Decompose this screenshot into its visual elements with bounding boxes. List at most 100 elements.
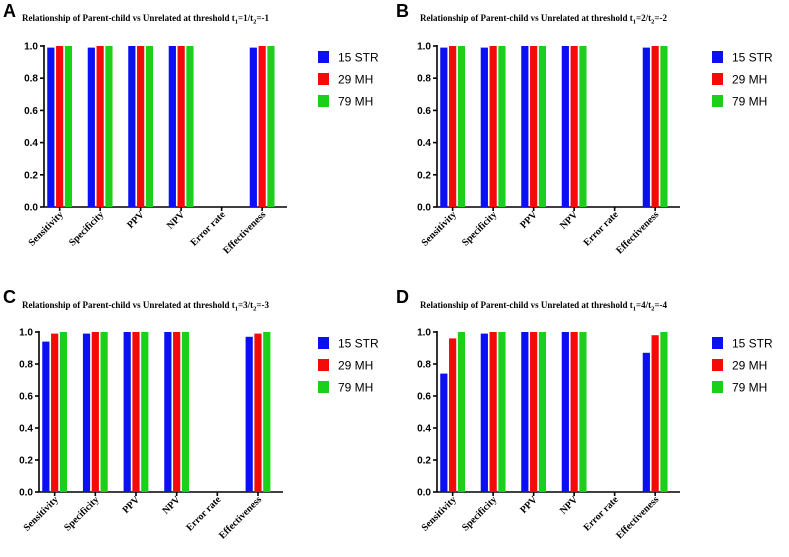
x-tick-label: NPV [165, 209, 188, 232]
legend-label: 79 MH [338, 381, 373, 395]
bar-sensitivity-2 [64, 46, 73, 207]
bar-npv-2 [181, 332, 190, 492]
bar-effectiveness-2 [267, 46, 275, 207]
bar-ppv-1 [530, 332, 538, 492]
bar-sensitivity-0 [440, 373, 448, 492]
legend-swatch [318, 73, 329, 85]
bar-sensitivity-0 [42, 341, 50, 492]
legend-swatch [712, 359, 723, 371]
bar-ppv-2 [538, 46, 547, 207]
bar-sensitivity-1 [51, 333, 59, 492]
bar-effectiveness-0 [249, 47, 257, 207]
bar-specificity-2 [100, 332, 108, 492]
x-tick-label: Effectiveness [221, 209, 268, 256]
bar-ppv-0 [123, 332, 131, 492]
bar-npv-2 [579, 332, 587, 492]
y-tick-label: 0.0 [19, 488, 33, 499]
bar-sensitivity-2 [457, 46, 466, 207]
bar-specificity-1 [489, 46, 497, 207]
y-tick-label: 1.0 [417, 328, 431, 339]
bar-sensitivity-1 [449, 46, 457, 207]
legend-label: 15 STR [338, 337, 379, 351]
chart-panel-c: C Relationship of Parent-child vs Unrelat… [3, 287, 379, 541]
y-tick-label: 1.0 [417, 42, 431, 53]
bar-sensitivity-0 [440, 47, 448, 207]
bar-specificity-1 [91, 332, 99, 492]
legend-swatch [318, 95, 329, 107]
x-tick-label: PPV [518, 209, 540, 231]
x-tick-label: Error rate [582, 209, 622, 249]
bar-npv-1 [177, 46, 185, 207]
legend-label: 29 MH [338, 359, 373, 373]
bar-sensitivity-1 [56, 46, 64, 207]
bar-npv-1 [173, 332, 181, 492]
bar-effectiveness-1 [258, 46, 266, 207]
bar-ppv-2 [538, 332, 547, 492]
bar-npv-0 [561, 332, 569, 492]
chart-panel-a: A Relationship of Parent-child vs Unrelat… [3, 1, 379, 256]
legend-swatch [712, 95, 723, 107]
y-tick-label: 0.6 [417, 106, 431, 117]
x-tick-label: Error rate [184, 494, 224, 534]
bar-specificity-2 [498, 46, 506, 207]
legend-label: 29 MH [732, 359, 767, 373]
y-tick-label: 1.0 [19, 328, 33, 339]
x-tick-label: Specificity [460, 209, 499, 248]
panel-letter: A [3, 1, 16, 21]
bar-sensitivity-2 [457, 332, 466, 492]
legend-swatch [318, 51, 329, 63]
x-tick-label: PPV [125, 209, 147, 231]
legend-label: 15 STR [732, 337, 773, 351]
legend-label: 29 MH [732, 73, 767, 87]
bar-npv-0 [168, 46, 176, 207]
legend-label: 29 MH [338, 73, 373, 87]
y-tick-label: 1.0 [24, 42, 38, 53]
y-tick-label: 0.4 [417, 424, 431, 435]
legend-label: 79 MH [732, 95, 767, 109]
bar-ppv-2 [141, 332, 149, 492]
y-tick-label: 0.4 [417, 138, 431, 149]
x-tick-label: Specificity [460, 494, 499, 533]
legend-swatch [318, 337, 329, 349]
x-tick-label: PPV [518, 494, 540, 516]
legend-label: 79 MH [732, 381, 767, 395]
panel-letter: B [396, 1, 409, 21]
y-tick-label: 0.2 [417, 456, 431, 467]
bar-ppv-1 [132, 332, 140, 492]
legend-label: 15 STR [732, 51, 773, 65]
y-tick-label: 0.4 [19, 424, 33, 435]
chart-title: Relationship of Parent-child vs Unrelate… [22, 300, 270, 313]
x-tick-label: Sensitivity [22, 494, 61, 533]
bar-specificity-0 [82, 333, 91, 492]
bar-ppv-1 [137, 46, 145, 207]
bar-ppv-1 [530, 46, 538, 207]
x-tick-label: Sensitivity [420, 209, 459, 248]
panel-letter: D [396, 287, 409, 307]
y-tick-label: 0.0 [24, 203, 38, 214]
legend-swatch [712, 51, 723, 63]
y-tick-label: 0.6 [19, 392, 33, 403]
y-tick-label: 0.6 [417, 392, 431, 403]
y-tick-label: 0.2 [24, 170, 38, 181]
chart-title: Relationship of Parent-child vs Unrelate… [420, 13, 668, 26]
x-tick-label: Effectiveness [217, 494, 264, 541]
bar-effectiveness-1 [651, 46, 659, 207]
chart-panel-b: B Relationship of Parent-child vs Unrelat… [396, 1, 773, 256]
y-tick-label: 0.8 [19, 360, 33, 371]
bar-effectiveness-2 [660, 46, 668, 207]
y-tick-label: 0.8 [24, 74, 38, 85]
bar-specificity-0 [480, 333, 488, 492]
bar-effectiveness-1 [651, 335, 659, 492]
x-tick-label: Error rate [582, 494, 622, 534]
legend-label: 15 STR [338, 51, 379, 65]
legend-swatch [318, 381, 329, 393]
x-tick-label: NPV [558, 209, 581, 232]
bar-effectiveness-2 [263, 332, 271, 492]
y-tick-label: 0.0 [417, 488, 431, 499]
bar-sensitivity-2 [59, 332, 68, 492]
legend-swatch [712, 73, 723, 85]
bar-effectiveness-0 [642, 352, 650, 492]
bar-effectiveness-1 [254, 333, 262, 492]
x-tick-label: Specificity [62, 494, 101, 533]
